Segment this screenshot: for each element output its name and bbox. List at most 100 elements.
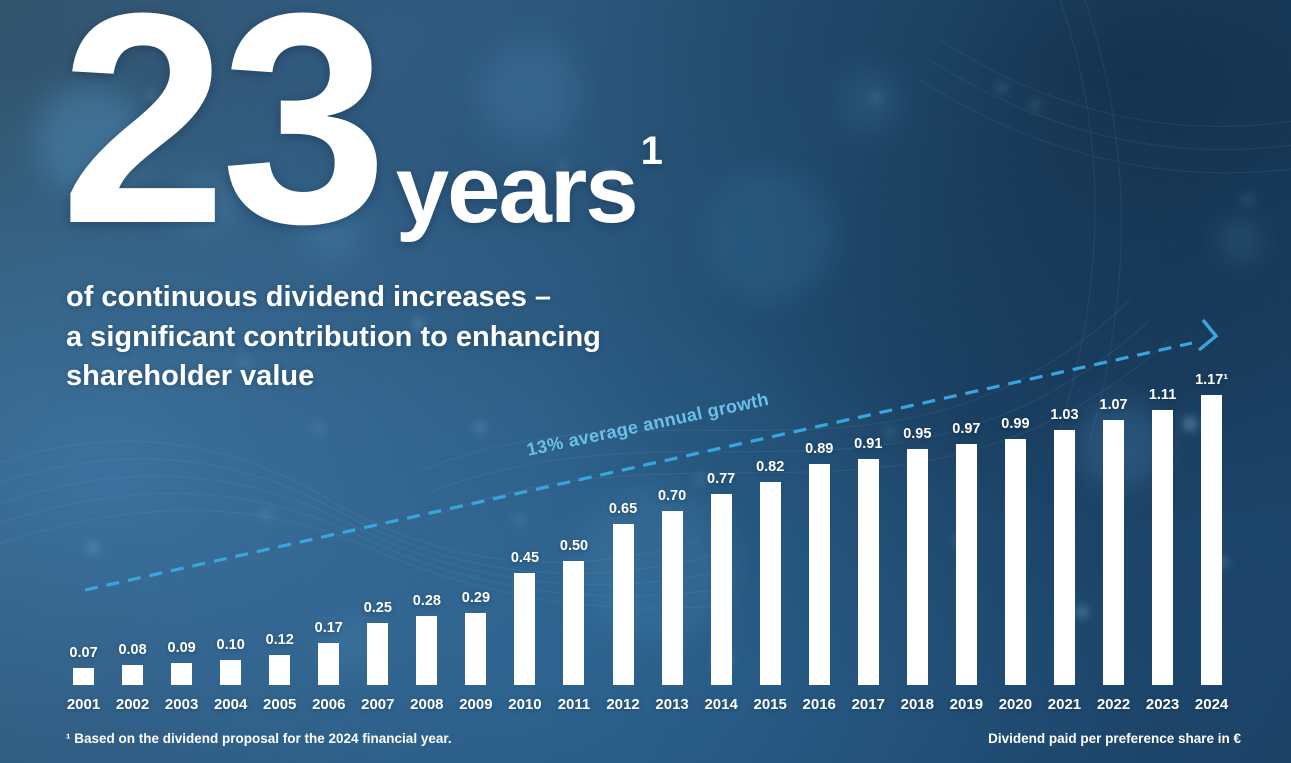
- bar-value-label: 1.07: [1099, 397, 1128, 413]
- bar-year-label: 2017: [851, 696, 885, 713]
- bar: [220, 660, 242, 685]
- bar-value-label: 0.25: [363, 600, 392, 616]
- bar-year-label: 2007: [361, 696, 395, 713]
- bar-value-label: 0.82: [756, 459, 785, 475]
- bar-value-label: 0.50: [559, 538, 589, 554]
- bar-value-label: 1.11: [1148, 387, 1177, 403]
- bar: [955, 444, 977, 685]
- bar-year-label: 2013: [655, 696, 689, 713]
- bar: [1053, 430, 1075, 685]
- subtitle-line-3: shareholder value: [66, 360, 315, 393]
- bar-group-2015: 0.82 2015: [746, 459, 795, 713]
- bar-group-2004: 0.10 2004: [206, 637, 255, 713]
- bar-group-2020: 0.99 2020: [991, 416, 1040, 713]
- bar-value-label: 0.95: [903, 426, 932, 442]
- bar-value-label: 0.07: [69, 645, 98, 661]
- bar-group-2019: 0.97 2019: [942, 421, 991, 713]
- bar-year-label: 2011: [557, 696, 591, 713]
- bar: [1152, 410, 1174, 685]
- bar: [318, 643, 340, 685]
- bar-group-2001: 0.07 2001: [59, 645, 108, 713]
- bar-year-label: 2018: [900, 696, 934, 713]
- bar-group-2012: 0.65 2012: [599, 501, 648, 713]
- bar-group-2005: 0.12 2005: [255, 632, 304, 713]
- bar-group-2017: 0.91 2017: [844, 436, 893, 713]
- bar: [73, 668, 95, 685]
- bar-group-2023: 1.11 2023: [1138, 387, 1187, 713]
- bar-year-label: 2021: [1047, 696, 1082, 713]
- subtitle-line-1: of continuous dividend increases –: [66, 281, 552, 313]
- bar-group-2003: 0.09 2003: [157, 640, 206, 713]
- bar-group-2006: 0.17 2006: [304, 620, 353, 713]
- bar-year-label: 2024: [1194, 696, 1229, 713]
- bar-group-2021: 1.03 2021: [1040, 407, 1089, 713]
- bar-year-label: 2003: [164, 696, 199, 713]
- bar: [514, 573, 536, 685]
- bar-group-2011: 0.50 2011: [549, 538, 598, 713]
- bar: [661, 511, 683, 685]
- bar-value-label: 0.28: [412, 593, 441, 609]
- bar-value-label: 0.12: [265, 632, 294, 648]
- bar-group-2008: 0.28 2008: [402, 593, 451, 713]
- bar-group-2014: 0.77 2014: [697, 471, 746, 713]
- bar-year-label: 2022: [1096, 696, 1131, 713]
- bar-group-2016: 0.89 2016: [795, 441, 844, 713]
- bar-group-2022: 1.07 2022: [1089, 397, 1138, 713]
- bar-chart: 0.07 2001 0.08 2002 0.09 2003 0.10 2004 0.12 2005…: [59, 372, 1236, 713]
- bar: [906, 449, 928, 685]
- bar: [857, 459, 879, 685]
- bar-value-label: 0.45: [510, 550, 540, 566]
- bar-year-label: 2020: [998, 696, 1033, 713]
- bar-value-label: 0.65: [608, 501, 638, 517]
- bar-group-2010: 0.45 2010: [500, 550, 549, 713]
- bar-year-label: 2004: [213, 696, 248, 713]
- bar: [416, 616, 438, 685]
- bar-value-label: 0.29: [461, 590, 491, 606]
- bar-year-label: 2012: [606, 696, 640, 713]
- bar-value-label: 0.77: [707, 471, 736, 487]
- bar-year-label: 2002: [115, 696, 150, 713]
- headline: 23 years 1: [60, 0, 663, 286]
- bar: [759, 482, 781, 685]
- bar-year-label: 2005: [263, 696, 297, 713]
- bar-year-label: 2006: [312, 696, 346, 713]
- bar-year-label: 2008: [410, 696, 444, 713]
- bar: [171, 663, 193, 685]
- headline-number: 23: [60, 0, 388, 286]
- bar-group-2024: 1.17¹ 2024: [1187, 372, 1236, 713]
- bar-value-label: 0.17: [314, 620, 343, 636]
- bar: [563, 561, 585, 685]
- bar-value-label: 0.91: [854, 436, 883, 452]
- bar-group-2013: 0.70 2013: [648, 488, 697, 713]
- bar-year-label: 2019: [949, 696, 984, 713]
- bar: [367, 623, 389, 685]
- bar: [1201, 395, 1223, 685]
- bar-value-label: 0.09: [167, 640, 196, 656]
- bar-year-label: 2016: [802, 696, 836, 713]
- bar-value-label: 1.17¹: [1195, 372, 1229, 388]
- bar-group-2002: 0.08 2002: [108, 642, 157, 713]
- bar-value-label: 0.08: [118, 642, 147, 658]
- bar-group-2009: 0.29 2009: [451, 590, 500, 713]
- bar: [1103, 420, 1124, 685]
- bar-value-label: 0.89: [805, 441, 834, 457]
- bar: [465, 613, 487, 685]
- bar-value-label: 0.70: [657, 488, 687, 504]
- arrowhead-icon: [1197, 318, 1219, 352]
- axis-unit-note: Dividend paid per preference share in €: [988, 731, 1241, 746]
- subtitle: of continuous dividend increases – a sig…: [66, 278, 601, 397]
- bar-year-label: 2014: [704, 696, 738, 713]
- bar-group-2018: 0.95 2018: [893, 426, 942, 713]
- bar-year-label: 2009: [459, 696, 493, 713]
- bar-value-label: 1.03: [1050, 407, 1079, 423]
- headline-unit: years 1: [395, 129, 663, 243]
- bar-year-label: 2023: [1145, 696, 1180, 713]
- bar: [122, 665, 144, 685]
- bar-group-2007: 0.25 2007: [353, 600, 402, 713]
- headline-footnote-marker: 1: [640, 129, 663, 173]
- subtitle-line-2: a significant contribution to enhancing: [66, 320, 601, 353]
- bar: [612, 524, 634, 685]
- bar-year-label: 2015: [753, 696, 787, 713]
- bar-year-label: 2001: [66, 696, 101, 713]
